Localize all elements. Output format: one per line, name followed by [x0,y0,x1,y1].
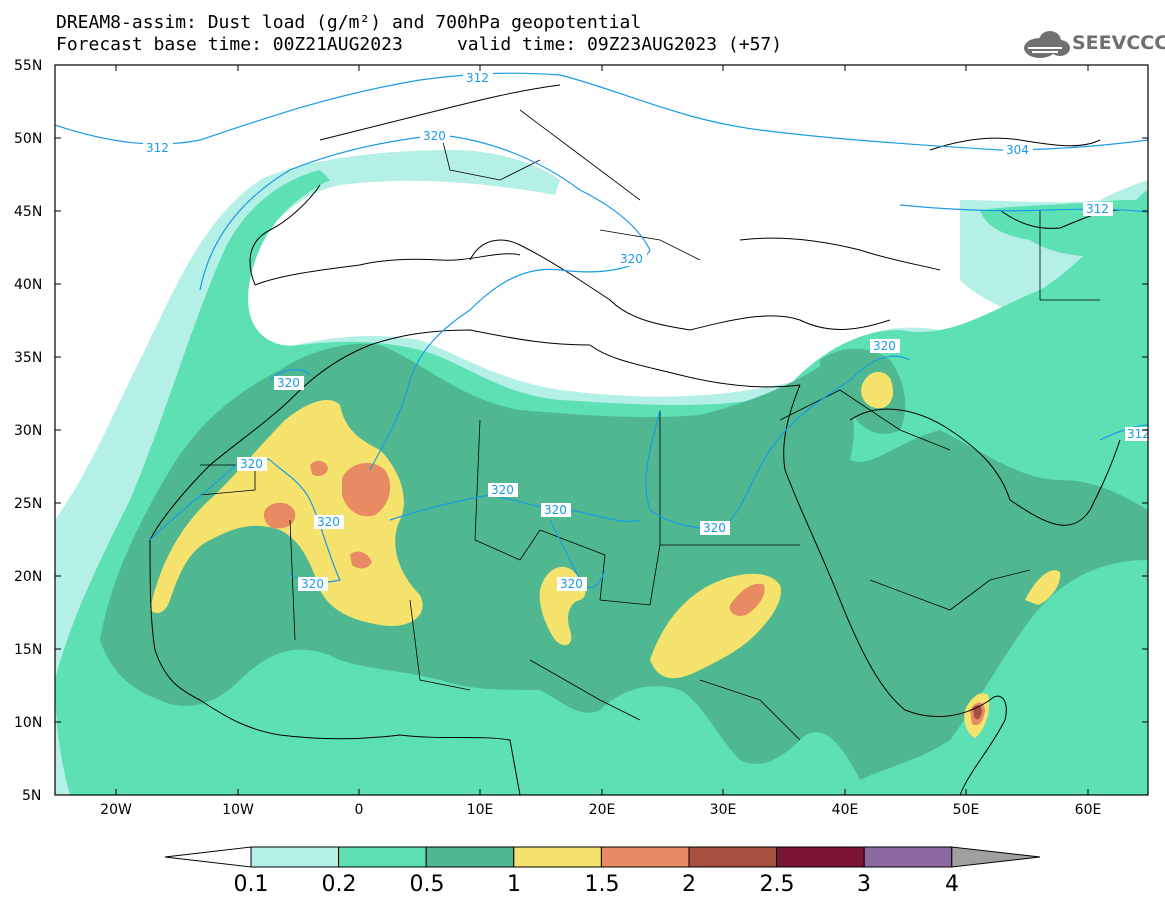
dust-band-1.5 [729,583,765,616]
svg-text:304: 304 [1006,143,1029,157]
latitude-labels: 55N 50N 45N 40N 35N 30N 25N 20N 15N 10N … [14,58,42,804]
dust-band-1.5 [342,463,391,517]
colorbar-tick-label: 3 [857,872,871,897]
contour-label: 304 [1003,143,1033,157]
lon-label: 10W [222,802,254,818]
coastlines [149,84,1121,795]
svg-text:320: 320 [491,483,514,497]
colorbar-tick-label: 2.5 [760,872,795,897]
contour-label: 312 [463,71,493,85]
colorbar-segment [164,846,252,868]
dust-band-1.5 [310,460,328,476]
contour-label: 312 [143,141,173,155]
cloud-icon [1024,31,1070,58]
contour-label: 320 [274,376,304,390]
lat-label: 15N [14,642,42,658]
colorbar-segment [688,846,778,868]
longitude-labels: 20W 10W 0 10E 20E 30E 40E 50E 60E [100,802,1101,818]
lat-label: 50N [14,131,42,147]
contour-label: 312 [1083,202,1113,216]
lat-label: 35N [14,350,42,366]
contour-label: 312 [1125,427,1150,441]
svg-text:320: 320 [317,515,340,529]
svg-text:320: 320 [301,577,324,591]
latitude-axis [55,64,1148,723]
contour-label: 320 [700,521,730,535]
lat-label: 30N [14,423,42,439]
colorbar-tick-label: 1.5 [585,872,620,897]
svg-text:320: 320 [703,521,726,535]
dust-band-1.5 [263,502,296,529]
contour-labels-extra: 320 320 [298,577,587,591]
lat-label: 10N [14,715,42,731]
svg-text:320: 320 [620,252,643,266]
lon-label: 0 [355,802,364,818]
logo-text: SEEVCCC [1072,32,1165,54]
contour-label: 320 [298,577,328,591]
svg-text:320: 320 [423,129,446,143]
contour-label: 320 [420,129,450,143]
lon-label: 20W [100,802,132,818]
colorbar-segment [600,846,690,868]
longitude-axis [115,65,1089,795]
colorbar-segment [776,846,865,868]
colorbar-labels: 0.1 0.2 0.5 1 1.5 2 2.5 3 4 [234,872,960,897]
country-borders [199,109,1100,741]
svg-text:320: 320 [277,376,300,390]
colorbar-tick-label: 0.2 [322,872,357,897]
colorbar-tick-label: 2 [682,872,696,897]
lat-label: 45N [14,204,42,220]
contour-label: 320 [488,483,518,497]
contour-label: 320 [617,252,647,266]
lon-label: 60E [1075,802,1102,818]
svg-text:312: 312 [146,141,169,155]
svg-text:320: 320 [873,339,896,353]
lat-label: 55N [14,58,42,74]
lat-label: 25N [14,496,42,512]
map-title: DREAM8-assim: Dust load (g/m²) and 700hP… [56,12,642,33]
colorbar-segment [338,846,427,868]
contour-label: 320 [870,339,900,353]
dust-field [55,65,1148,795]
contour-label: 320 [314,515,344,529]
dust-band-1 [1025,570,1061,605]
colorbar-segment [863,846,953,868]
dust-band-1 [861,371,894,409]
colorbar-segment [250,846,340,868]
colorbar-segment [425,846,515,868]
contour-label: 320 [557,577,587,591]
svg-text:312: 312 [1086,202,1109,216]
lon-label: 20E [589,802,616,818]
colorbar-tick-label: 0.1 [234,872,269,897]
svg-text:320: 320 [544,503,567,517]
lon-label: 10E [467,802,494,818]
lat-label: 40N [14,277,42,293]
contour-label: 320 [237,457,267,471]
svg-text:312: 312 [1127,427,1150,441]
svg-text:312: 312 [466,71,489,85]
dust-band-1.5 [350,551,372,569]
svg-text:320: 320 [240,457,263,471]
lon-label: 50E [953,802,980,818]
colorbar-tick-label: 4 [945,872,959,897]
lat-label: 5N [22,788,41,804]
colorbar-segment [513,846,602,868]
contour-label: 320 [541,503,571,517]
colorbar-segment [951,846,1041,868]
colorbar-tick-label: 1 [507,872,521,897]
colorbar [164,846,1041,868]
lat-label: 20N [14,569,42,585]
colorbar-tick-label: 0.5 [410,872,445,897]
lon-label: 30E [710,802,737,818]
lon-label: 40E [832,802,859,818]
forecast-time-line: Forecast base time: 00Z21AUG2023 valid t… [56,34,783,55]
svg-text:320: 320 [560,577,583,591]
